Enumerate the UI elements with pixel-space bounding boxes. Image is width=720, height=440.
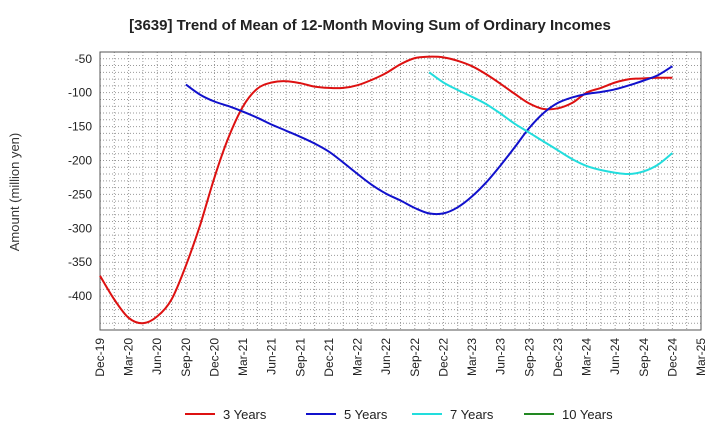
x-tick-label: Dec-22 — [436, 338, 450, 377]
x-tick-label: Jun-24 — [608, 338, 622, 375]
grid — [100, 52, 701, 330]
chart-title: [3639] Trend of Mean of 12-Month Moving … — [129, 17, 611, 34]
y-tick-label: -300 — [68, 221, 92, 235]
x-tick-label: Sep-23 — [522, 338, 536, 377]
x-tick-label: Dec-20 — [207, 338, 221, 377]
legend: 3 Years 5 Years 7 Years 10 Years — [185, 407, 613, 422]
x-tick-label: Sep-24 — [637, 338, 651, 377]
legend-label: 10 Years — [562, 407, 613, 422]
x-tick-label: Jun-20 — [150, 338, 164, 375]
legend-label: 3 Years — [223, 407, 267, 422]
series-line-5-years — [185, 65, 673, 216]
y-axis-label: Amount (million yen) — [7, 133, 22, 252]
x-tick-label: Dec-21 — [322, 338, 336, 377]
x-tick-label: Dec-23 — [551, 338, 565, 377]
y-tick-label: -200 — [68, 153, 92, 167]
series-lines — [99, 55, 674, 325]
x-tick-label: Mar-23 — [465, 338, 479, 376]
y-tick-label: -50 — [75, 52, 93, 66]
x-tick-label: Mar-22 — [351, 338, 365, 376]
legend-label: 7 Years — [450, 407, 494, 422]
y-tick-label: -400 — [68, 289, 92, 303]
y-tick-label: -250 — [68, 187, 92, 201]
x-tick-label: Sep-21 — [293, 338, 307, 377]
legend-label: 5 Years — [344, 407, 388, 422]
x-tick-label: Dec-19 — [93, 338, 107, 377]
x-tick-label: Jun-22 — [379, 338, 393, 375]
x-tick-label: Jun-23 — [494, 338, 508, 375]
series-line-7-years — [428, 71, 674, 176]
x-tick-label: Mar-20 — [122, 338, 136, 376]
x-tick-label: Sep-20 — [179, 338, 193, 377]
x-tick-labels: Dec-19 Mar-20 Jun-20 Sep-20 Dec-20 Mar-21 Jun-… — [93, 338, 708, 377]
plot-area-border — [99, 51, 702, 331]
y-tick-label: -150 — [68, 120, 92, 134]
x-tick-label: Dec-24 — [665, 338, 679, 377]
y-tick-labels: -50 -100 -150 -200 -250 -300 -350 -400 — [68, 52, 92, 303]
x-tick-label: Mar-21 — [236, 338, 250, 376]
y-tick-label: -100 — [68, 86, 92, 100]
x-tick-label: Mar-25 — [694, 338, 708, 376]
series-line-3-years — [99, 55, 673, 325]
x-tick-label: Jun-21 — [265, 338, 279, 375]
x-tick-label: Sep-22 — [408, 338, 422, 377]
x-tick-label: Mar-24 — [580, 338, 594, 376]
y-tick-label: -350 — [68, 255, 92, 269]
